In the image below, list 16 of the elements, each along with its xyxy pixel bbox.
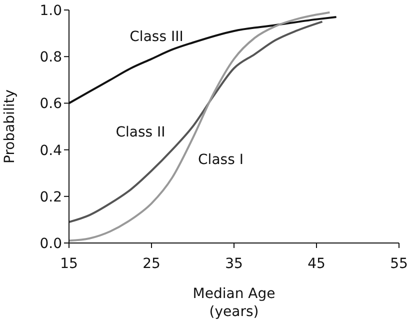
x-axis-title: Median Age (years): [192, 286, 276, 320]
y-tick-label: 0.2: [40, 189, 62, 206]
y-axis-title: Probability: [2, 89, 18, 164]
series-label: Class II: [116, 124, 166, 141]
y-tick-label: 1.0: [40, 2, 62, 19]
x-tick-label: 25: [142, 256, 160, 272]
x-tick-label: 55: [390, 256, 408, 272]
x-tick-label: 15: [60, 256, 78, 272]
y-tick-label: 0.8: [40, 50, 62, 66]
y-tick-label: 0.6: [40, 96, 62, 112]
x-tick-label: 35: [225, 256, 243, 272]
x-tick-label: 45: [308, 256, 326, 272]
series-label: Class III: [130, 28, 184, 45]
y-tick-label: 0.0: [40, 236, 62, 252]
y-tick-label: 0.4: [40, 142, 62, 159]
series-label: Class I: [198, 152, 244, 168]
